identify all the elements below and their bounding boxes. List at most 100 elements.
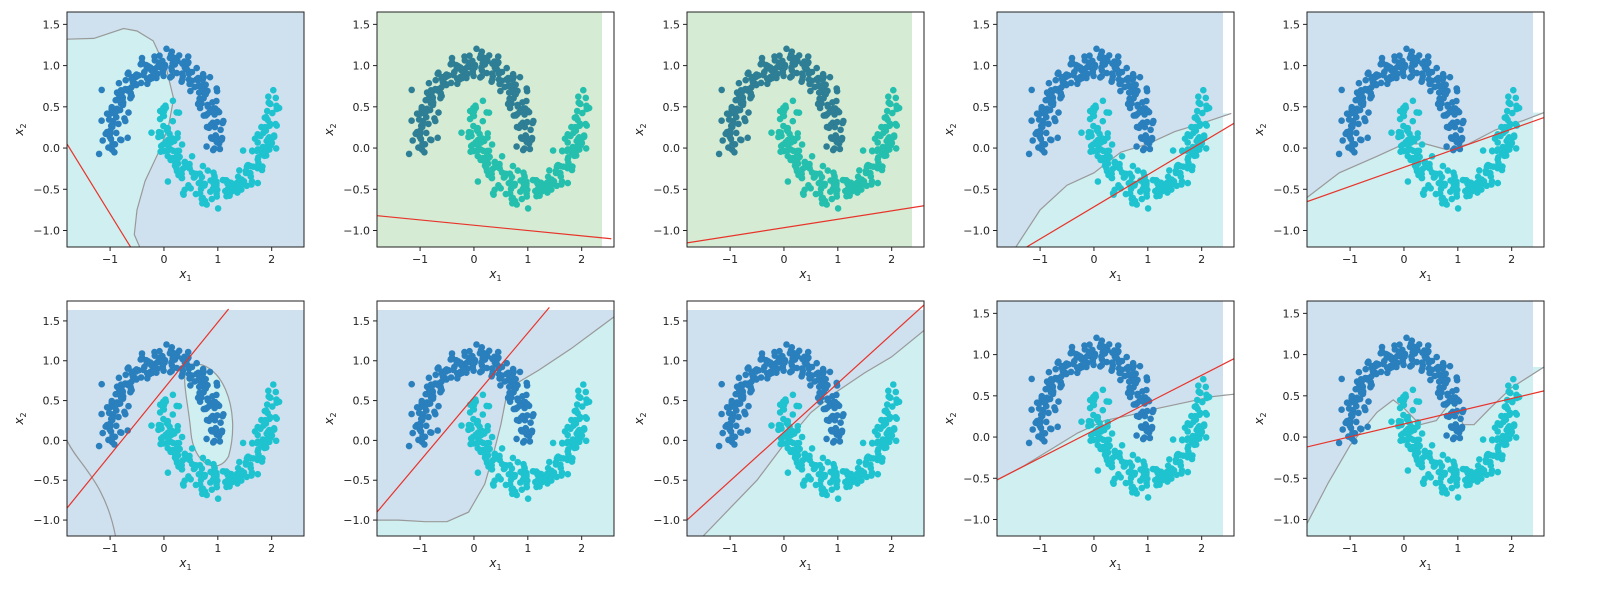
point-class-1 xyxy=(236,458,243,466)
point-class-0 xyxy=(501,378,508,385)
point-class-1 xyxy=(273,399,281,407)
point-class-1 xyxy=(882,440,890,448)
point-class-0 xyxy=(495,76,503,83)
point-class-1 xyxy=(1487,458,1494,466)
point-class-0 xyxy=(1103,358,1111,366)
point-class-1 xyxy=(474,178,482,185)
point-class-1 xyxy=(1133,490,1140,497)
y-tick-label: −0.5 xyxy=(33,474,60,487)
point-class-0 xyxy=(194,369,202,377)
point-class-0 xyxy=(439,371,446,378)
point-class-1 xyxy=(1454,494,1462,501)
point-class-0 xyxy=(718,117,725,124)
point-class-0 xyxy=(816,389,823,397)
point-class-0 xyxy=(731,441,738,448)
x-tick-label: −1 xyxy=(102,253,118,266)
point-class-0 xyxy=(109,415,116,422)
point-class-1 xyxy=(1078,418,1085,426)
point-class-1 xyxy=(1409,97,1417,105)
point-class-1 xyxy=(272,145,280,152)
point-class-1 xyxy=(1129,194,1137,202)
point-class-1 xyxy=(854,185,861,192)
point-class-1 xyxy=(1451,463,1458,470)
plot-area xyxy=(67,308,304,536)
point-class-1 xyxy=(580,86,587,94)
point-class-0 xyxy=(820,73,827,81)
point-class-1 xyxy=(868,147,876,154)
point-class-0 xyxy=(1038,103,1046,111)
point-class-1 xyxy=(201,180,209,188)
point-class-1 xyxy=(1507,389,1514,397)
point-class-0 xyxy=(1365,398,1372,405)
point-class-1 xyxy=(548,467,555,475)
point-class-1 xyxy=(1131,180,1139,188)
point-class-0 xyxy=(1453,374,1460,381)
point-class-0 xyxy=(109,140,116,147)
point-class-0 xyxy=(1133,432,1140,439)
point-class-1 xyxy=(1138,484,1146,492)
point-class-0 xyxy=(460,365,467,373)
point-class-1 xyxy=(882,148,890,156)
point-class-0 xyxy=(213,118,221,126)
point-class-1 xyxy=(834,205,842,212)
point-class-0 xyxy=(1406,54,1414,62)
y-tick-label: −1.0 xyxy=(963,225,990,238)
point-class-0 xyxy=(450,366,457,374)
y-tick-label: −0.5 xyxy=(963,472,990,485)
point-class-1 xyxy=(174,422,182,430)
point-class-0 xyxy=(1351,110,1359,117)
point-class-1 xyxy=(1413,164,1420,172)
point-class-0 xyxy=(1335,439,1343,447)
point-class-1 xyxy=(238,467,245,475)
point-class-1 xyxy=(1402,104,1410,112)
point-class-1 xyxy=(582,145,590,152)
point-class-0 xyxy=(1391,346,1399,353)
point-class-1 xyxy=(575,387,582,395)
point-class-1 xyxy=(219,176,227,184)
point-class-1 xyxy=(818,173,826,181)
point-class-0 xyxy=(166,74,174,81)
x-axis-label: x1 xyxy=(1108,556,1121,572)
point-class-1 xyxy=(1505,382,1512,390)
point-class-0 xyxy=(488,70,496,77)
point-class-0 xyxy=(731,149,738,156)
point-class-0 xyxy=(129,371,136,378)
point-class-1 xyxy=(1396,107,1404,115)
point-class-1 xyxy=(500,174,508,181)
point-class-0 xyxy=(1132,91,1139,98)
point-class-1 xyxy=(207,188,214,195)
point-class-1 xyxy=(1395,133,1402,141)
point-class-0 xyxy=(1403,45,1410,53)
point-class-1 xyxy=(1504,405,1511,413)
y-tick-label: 0.5 xyxy=(353,101,371,114)
point-class-0 xyxy=(122,76,129,84)
point-class-0 xyxy=(185,59,192,66)
point-class-0 xyxy=(413,404,421,411)
point-class-0 xyxy=(179,355,186,363)
point-class-1 xyxy=(793,109,800,116)
point-class-1 xyxy=(578,135,585,143)
point-class-1 xyxy=(178,174,186,182)
x-axis-label: x1 xyxy=(488,556,501,572)
y-tick-label: 1.0 xyxy=(973,60,991,73)
point-class-1 xyxy=(169,154,176,162)
point-class-1 xyxy=(798,433,806,441)
point-class-0 xyxy=(103,110,111,117)
point-class-0 xyxy=(193,64,200,72)
y-tick-label: 0.5 xyxy=(1283,390,1301,403)
point-class-1 xyxy=(1184,179,1192,187)
point-class-0 xyxy=(813,359,820,367)
point-class-1 xyxy=(1448,195,1456,203)
point-class-1 xyxy=(198,173,206,181)
point-class-0 xyxy=(1126,384,1133,392)
point-class-0 xyxy=(1345,405,1353,412)
point-class-1 xyxy=(458,129,465,136)
point-class-0 xyxy=(156,347,163,355)
point-class-1 xyxy=(174,439,181,447)
point-class-0 xyxy=(416,426,424,433)
point-class-1 xyxy=(254,470,262,478)
point-class-0 xyxy=(1036,422,1043,430)
point-class-0 xyxy=(1406,363,1414,370)
point-class-0 xyxy=(734,390,742,398)
point-class-1 xyxy=(513,491,520,499)
